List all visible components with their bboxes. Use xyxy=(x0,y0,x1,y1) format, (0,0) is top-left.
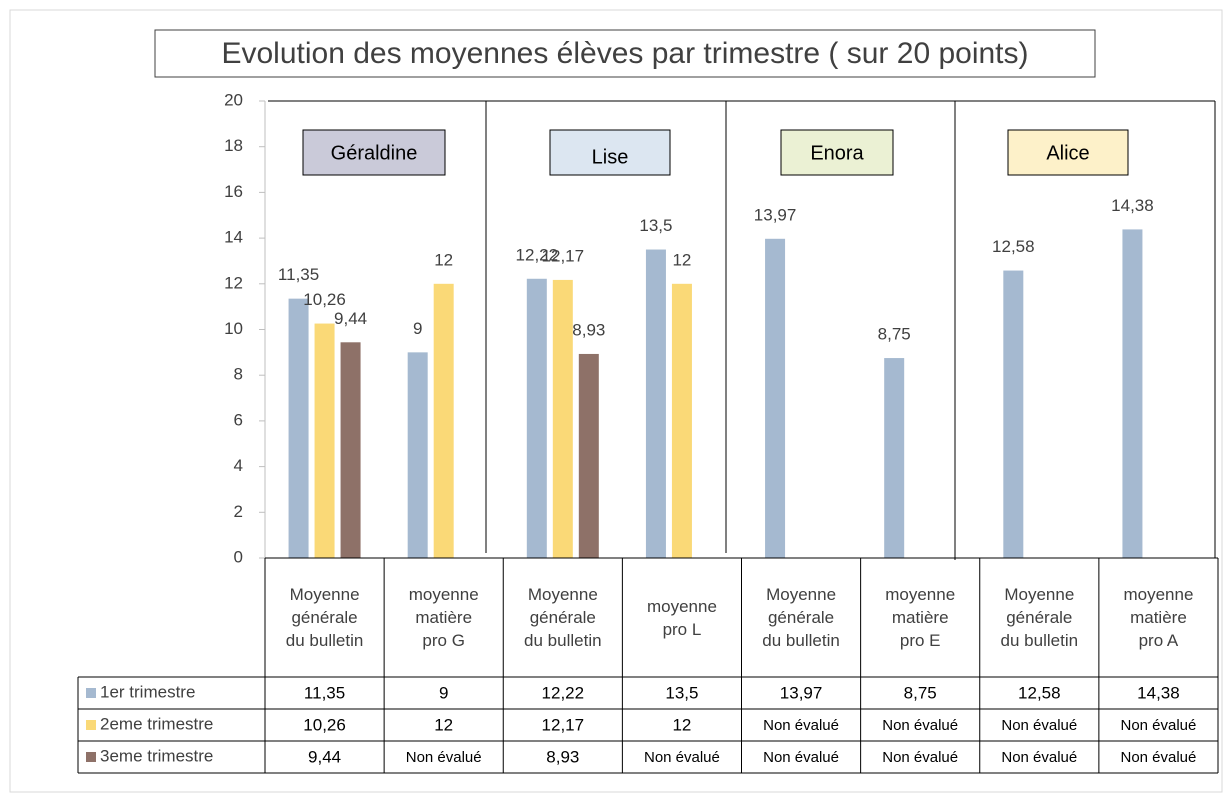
data-label: 13,97 xyxy=(754,205,797,224)
table-cell: 12 xyxy=(434,715,453,734)
y-tick-label: 2 xyxy=(234,502,243,521)
table-cell: Non évalué xyxy=(1120,717,1196,734)
table-cell: Non évalué xyxy=(1001,749,1077,766)
y-tick-label: 20 xyxy=(224,90,243,109)
legend-key xyxy=(86,752,96,762)
table-cell: Non évalué xyxy=(763,717,839,734)
table-cell: 12,58 xyxy=(1018,683,1061,702)
data-label: 10,26 xyxy=(303,290,346,309)
table-cell: 12,17 xyxy=(542,715,585,734)
table-cell: Non évalué xyxy=(1001,717,1077,734)
data-label: 12 xyxy=(672,250,691,269)
group-label: Lise xyxy=(592,146,629,168)
x-tick-text: moyenne matière pro A xyxy=(1123,585,1194,650)
x-tick-label: moyenne matière pro A xyxy=(1099,558,1218,677)
x-tick-label: moyenne matière pro E xyxy=(861,558,980,677)
x-tick-text: Moyenne générale du bulletin xyxy=(762,585,840,650)
bar xyxy=(645,249,666,558)
bar xyxy=(288,298,309,558)
table-cell: Non évalué xyxy=(406,749,482,766)
bar xyxy=(314,323,335,558)
y-tick-label: 14 xyxy=(224,228,243,247)
table-cell: 13,5 xyxy=(665,683,698,702)
x-tick-label: Moyenne générale du bulletin xyxy=(265,558,384,677)
legend-label: 1er trimestre xyxy=(100,682,195,701)
table-cell: Non évalué xyxy=(882,717,958,734)
data-label: 13,5 xyxy=(639,216,672,235)
group-box xyxy=(780,129,894,176)
data-label: 14,38 xyxy=(1111,196,1154,215)
data-label: 9,44 xyxy=(334,309,367,328)
data-label: 9 xyxy=(413,319,422,338)
y-tick-label: 0 xyxy=(234,547,243,566)
data-label: 12,22 xyxy=(516,245,559,264)
group-box xyxy=(302,129,446,176)
data-label: 8,93 xyxy=(572,320,605,339)
x-tick-label: Moyenne générale du bulletin xyxy=(742,558,861,677)
x-tick-text: moyenne matière pro G xyxy=(408,585,479,650)
x-tick-text: Moyenne générale du bulletin xyxy=(285,585,364,650)
chart-title: Evolution des moyennes élèves par trimes… xyxy=(221,37,1028,70)
table-cell: 9 xyxy=(439,683,448,702)
legend-key xyxy=(86,720,96,730)
group-label: Enora xyxy=(810,142,864,164)
table-cell: Non évalué xyxy=(882,749,958,766)
x-tick-label: Moyenne générale du bulletin xyxy=(980,558,1099,677)
table-cell: 12 xyxy=(672,715,691,734)
bar xyxy=(552,279,573,558)
data-label: 12,17 xyxy=(542,246,585,265)
data-label: 8,75 xyxy=(878,325,911,344)
x-tick-label: moyenne matière pro G xyxy=(384,558,503,677)
data-label: 11,35 xyxy=(278,265,319,284)
table-cell: 8,93 xyxy=(546,747,579,766)
table-cell: Non évalué xyxy=(1120,749,1196,766)
bar xyxy=(765,238,786,558)
y-tick-label: 10 xyxy=(224,319,243,338)
legend-key xyxy=(86,688,96,698)
bar xyxy=(671,283,692,558)
x-tick-text: moyenne matière pro E xyxy=(885,585,956,650)
y-tick-label: 6 xyxy=(234,410,243,429)
bar xyxy=(407,352,428,558)
table-cell: 14,38 xyxy=(1137,683,1180,702)
bar xyxy=(884,358,905,558)
table-cell: 12,22 xyxy=(542,683,585,702)
table-cell: Non évalué xyxy=(644,749,720,766)
x-tick-text: moyenne pro L xyxy=(646,596,717,639)
y-tick-label: 16 xyxy=(224,182,243,201)
y-tick-label: 8 xyxy=(234,365,243,384)
legend-label: 2eme trimestre xyxy=(100,714,213,733)
y-tick-label: 12 xyxy=(224,273,243,292)
y-tick-label: 18 xyxy=(224,136,243,155)
group-box xyxy=(1007,129,1129,176)
group-box xyxy=(549,129,671,176)
bar xyxy=(526,278,547,558)
table-cell: 13,97 xyxy=(780,683,823,702)
table-cell: 11,35 xyxy=(304,683,345,702)
bar xyxy=(340,342,361,558)
group-label: Géraldine xyxy=(331,142,418,164)
bar xyxy=(1003,270,1024,558)
bar xyxy=(578,353,599,558)
bar xyxy=(1122,229,1143,559)
x-tick-text: Moyenne générale du bulletin xyxy=(1000,585,1079,650)
data-label: 12 xyxy=(434,250,453,269)
table-cell: 10,26 xyxy=(303,715,346,734)
table-cell: 9,44 xyxy=(308,747,341,766)
table-cell: 8,75 xyxy=(904,683,937,702)
y-tick-label: 4 xyxy=(234,456,243,475)
chart-border xyxy=(9,9,1223,793)
data-label: 12,58 xyxy=(992,237,1035,256)
group-label: Alice xyxy=(1046,142,1089,164)
bar xyxy=(433,283,454,558)
title-box xyxy=(154,29,1096,78)
x-tick-label: Moyenne générale du bulletin xyxy=(503,558,622,677)
legend-label: 3eme trimestre xyxy=(100,746,213,765)
x-tick-text: Moyenne générale du bulletin xyxy=(524,585,602,650)
table-cell: Non évalué xyxy=(763,749,839,766)
x-tick-label: moyenne pro L xyxy=(622,558,741,677)
